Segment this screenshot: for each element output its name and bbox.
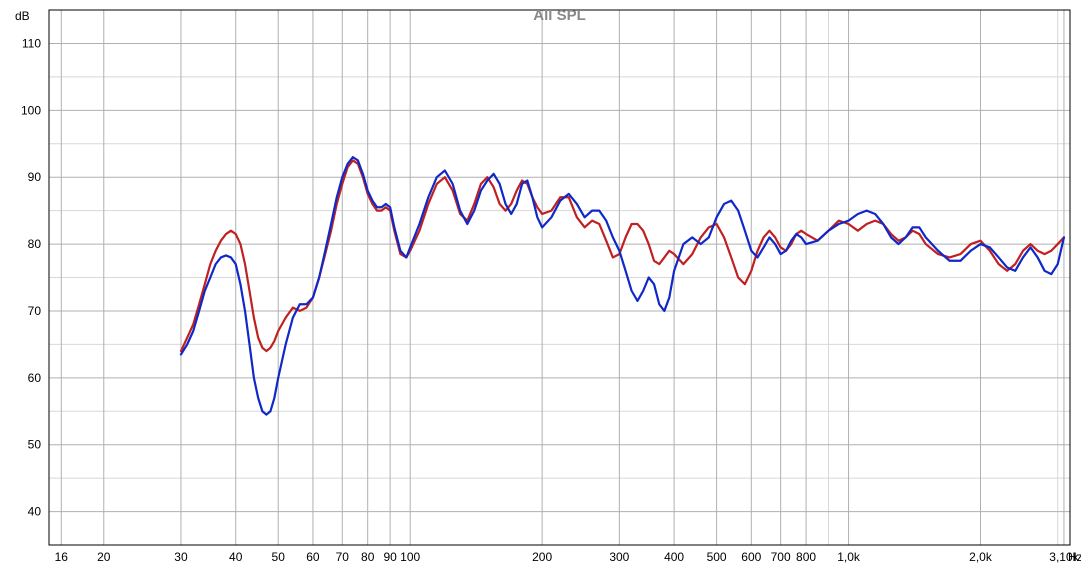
x-tick-label: 60 (306, 550, 320, 564)
y-tick-label: 100 (21, 103, 41, 117)
y-tick-label: 80 (28, 237, 42, 251)
x-tick-label: 1,0k (837, 550, 861, 564)
y-tick-label: 110 (22, 36, 41, 50)
y-tick-label: 40 (28, 505, 42, 519)
x-tick-label: 600 (741, 550, 761, 564)
x-tick-label: 300 (609, 550, 629, 564)
x-tick-label: 80 (361, 550, 375, 564)
x-tick-label: 400 (664, 550, 684, 564)
x-tick-label: 700 (771, 550, 791, 564)
x-axis-label: Hz (1068, 550, 1081, 564)
spl-chart: 4050607080901001101620304050607080901002… (0, 0, 1081, 571)
x-tick-label: 200 (532, 550, 552, 564)
chart-title: All SPL (533, 7, 586, 24)
y-tick-label: 70 (28, 304, 42, 318)
x-tick-label: 2,0k (969, 550, 993, 564)
x-tick-label: 90 (383, 550, 397, 564)
x-tick-label: 100 (400, 550, 420, 564)
x-tick-label: 20 (97, 550, 111, 564)
x-tick-label: 16 (55, 550, 69, 564)
y-tick-label: 90 (28, 170, 42, 184)
x-tick-label: 50 (272, 550, 286, 564)
y-tick-label: 60 (28, 371, 42, 385)
chart-svg: 4050607080901001101620304050607080901002… (0, 0, 1081, 571)
y-tick-label: 50 (28, 438, 42, 452)
x-tick-label: 500 (707, 550, 727, 564)
x-tick-label: 40 (229, 550, 243, 564)
y-axis-label: dB (15, 9, 30, 23)
x-tick-label: 70 (336, 550, 350, 564)
x-tick-label: 800 (796, 550, 816, 564)
x-tick-label: 30 (174, 550, 188, 564)
